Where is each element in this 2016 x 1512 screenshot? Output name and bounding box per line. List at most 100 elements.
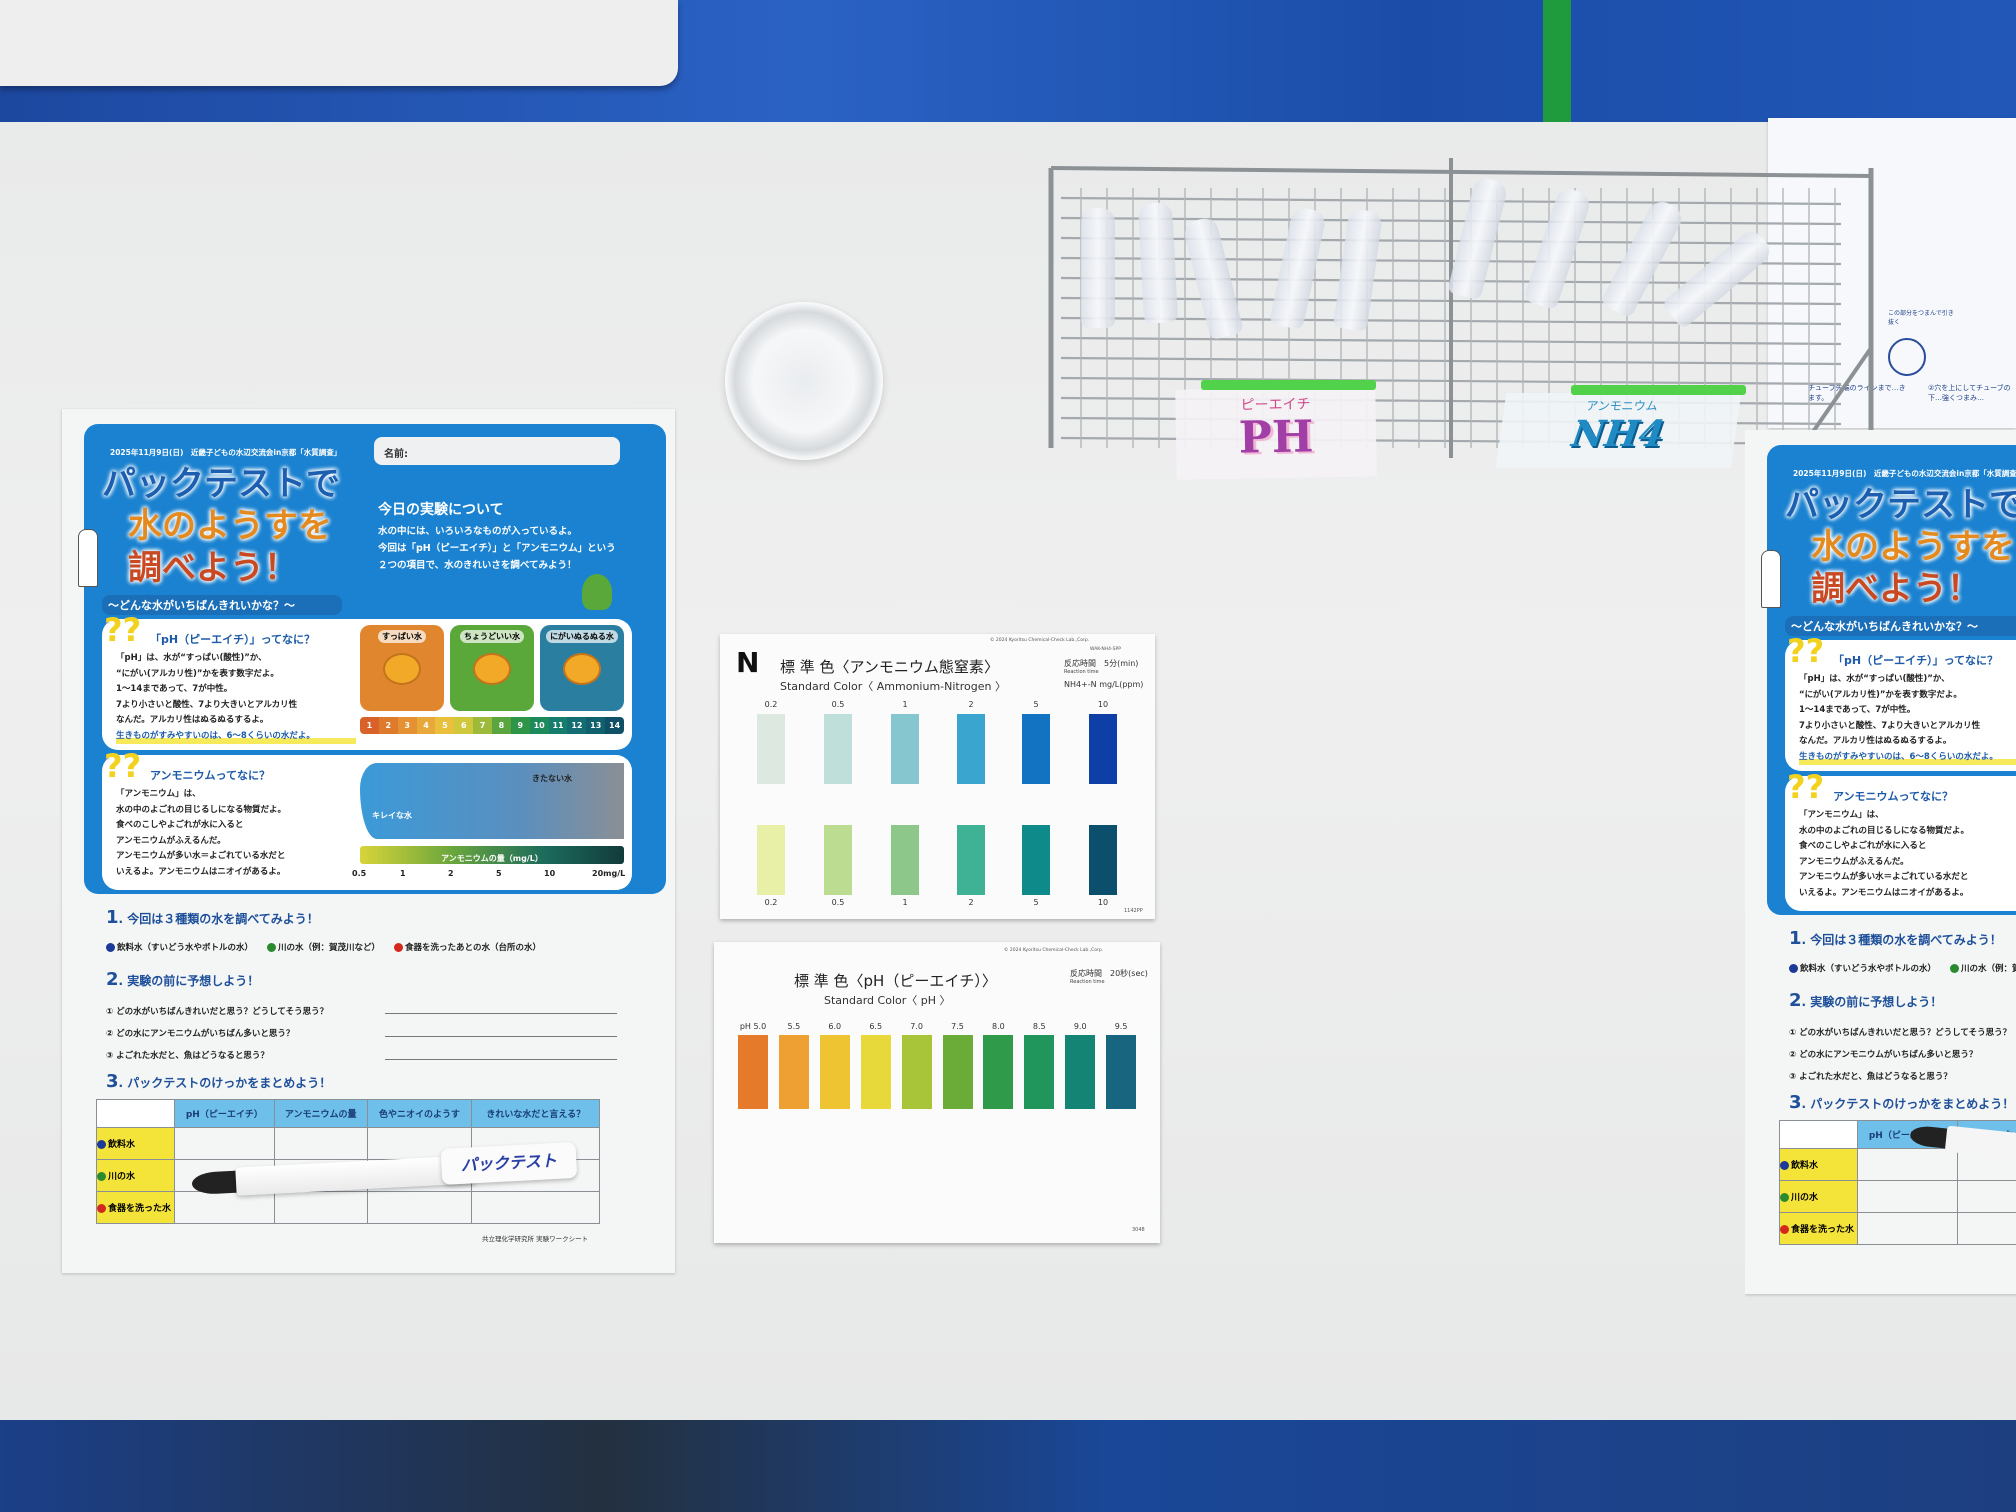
result-cell[interactable] — [273, 1127, 368, 1160]
row-label-text: 飲料水 — [1791, 1161, 1819, 1171]
ph-swatch-label: 7.0 — [910, 1022, 923, 1031]
section-number: 2 — [1789, 990, 1802, 1011]
answer-line[interactable] — [385, 1059, 617, 1060]
color-swatch-bottom — [957, 825, 985, 895]
color-swatch-top — [1022, 714, 1050, 784]
column-header: きれいな水だと言える？ — [471, 1099, 600, 1128]
color-dot-icon — [1780, 1161, 1789, 1170]
ammonium-bar-label: アンモニウムの量（mg/L） — [441, 854, 543, 863]
table-row: 食器を洗った水 — [96, 1191, 600, 1224]
ammonium-text-line: 水の中のよごれの目じるしになる物質だよ。 — [116, 804, 287, 815]
row-label-text: 川の水 — [108, 1172, 136, 1182]
result-cell[interactable] — [174, 1127, 275, 1160]
result-cell[interactable] — [174, 1191, 275, 1224]
ph-scale-step: 2 — [378, 717, 398, 734]
ph-scale-step: 3 — [397, 717, 417, 734]
section-3-heading: 3. パックテストのけっかをまとめよう！ — [1789, 1092, 2014, 1113]
water-gradient-diagram — [360, 763, 624, 839]
color-swatch-top — [1089, 714, 1117, 784]
result-cell[interactable] — [366, 1191, 473, 1224]
result-cell[interactable] — [1857, 1212, 1958, 1245]
name-label: 名前: — [384, 449, 408, 460]
ph-scale-step: 10 — [529, 717, 549, 734]
ph-explainer-box: ?? 「pH（ピーエイチ）」ってなに？ 「pH」は、水が“すっぱい(酸性)”か、… — [102, 611, 632, 750]
water-type-label: 川の水（例：賀茂川など） — [278, 943, 381, 953]
color-swatch-bottom — [824, 825, 852, 895]
answer-line[interactable] — [385, 1013, 617, 1014]
instruction-caption: ②穴を上にしてチューブの下…強くつまみ… — [1928, 384, 2011, 402]
prediction-questions: ① どの水がいちばんきれいだと思う？どうしてそう思う？ ② どの水にアンモニウム… — [106, 1001, 328, 1067]
water-types-list: 飲料水（すいどう水やボトルの水） 川の水（例：賀茂川など） 食器を洗ったあとの水（台… — [106, 941, 541, 953]
fish-card: にがいぬるぬる水 — [540, 625, 624, 711]
result-cell[interactable] — [471, 1191, 600, 1224]
ph-heading: 「pH（ピーエイチ）」ってなに？ — [150, 633, 316, 646]
card-title-jp: 標 準 色〈pH（ピーエイチ）〉 — [794, 972, 997, 990]
swatch-label-bottom: 10 — [1097, 898, 1109, 907]
white-container-lid — [0, 0, 678, 86]
today-heading: 今日の実験について — [378, 502, 504, 518]
result-cell[interactable] — [1857, 1148, 1958, 1181]
color-dot-icon — [97, 1140, 106, 1149]
result-cell[interactable] — [1956, 1212, 2016, 1245]
ammonium-tick-label: 0.5 — [352, 869, 367, 878]
ammonium-text-line: 「アンモニウム」は、 — [116, 789, 201, 799]
color-swatch-top — [824, 714, 852, 784]
question: ① どの水がいちばんきれいだと思う？どうしてそう思う？ — [106, 1007, 329, 1017]
ph-scale-step: 1 — [360, 717, 379, 734]
floor-background — [0, 1420, 2016, 1512]
instruction-caption: この部分をつまんで引き抜く — [1888, 310, 1954, 326]
row-label-text: 食器を洗った水 — [1791, 1225, 1855, 1235]
row-label: 飲料水 — [96, 1127, 175, 1160]
color-swatch-bottom — [1089, 825, 1117, 895]
title-line-1: パックテストで — [1785, 485, 2016, 525]
worksheet-copy: 2025年11月9日(日) 近畿子どもの水辺交流会in京都「水質調査」 名前: … — [1745, 430, 2016, 1294]
ph-scale-step: 9 — [510, 717, 530, 734]
fish-card-label: にがいぬるぬる水 — [546, 630, 618, 643]
pen-tip — [191, 1170, 241, 1195]
name-field[interactable]: 名前: — [374, 437, 620, 465]
ammonium-explainer-box: ?? アンモニウムってなに？ 「アンモニウム」は、 水の中のよごれの目じるしにな… — [102, 747, 632, 890]
section-title: . パックテストのけっかをまとめよう！ — [118, 1076, 332, 1090]
prediction-questions: ① どの水がいちばんきれいだと思う？どうしてそう思う？ ② どの水にアンモニウム… — [1789, 1022, 2011, 1088]
pen-brand: パックテスト — [460, 1150, 558, 1175]
fish-card-label: すっぱい水 — [378, 630, 426, 643]
swatch-label-bottom: 5 — [1033, 898, 1039, 907]
ammonium-text-line: いえるよ。アンモニウムはニオイがあるよ。 — [1799, 887, 1969, 898]
table-row: 食器を洗った水 — [1779, 1212, 2016, 1245]
fish-illustration — [563, 653, 601, 685]
ph-text-line: 7より小さいと酸性、7より大きいとアルカリ性 — [116, 699, 298, 710]
card-title-en: Standard Color〈 pH 〉 — [824, 994, 951, 1007]
question-mark-icon: ?? — [1787, 632, 1825, 670]
title-line-2: 水のようすを — [1811, 527, 2015, 567]
answer-line[interactable] — [385, 1036, 617, 1037]
water-type-label: 食器を洗ったあとの水（台所の水） — [405, 943, 541, 953]
dirty-water-label: きたない水 — [532, 774, 572, 783]
ph-green-clip — [1201, 380, 1376, 390]
green-strip — [1543, 0, 1571, 124]
swatch-label-top: 10 — [1097, 700, 1109, 709]
ammonium-text-line: いえるよ。アンモニウムはニオイがあるよ。 — [116, 866, 286, 877]
question-mark-icon: ?? — [104, 747, 142, 785]
result-cell[interactable] — [273, 1191, 368, 1224]
swatch-label-bottom: 2 — [968, 898, 974, 907]
product-code: WAK-NH4-SPP — [1090, 647, 1121, 652]
color-dot-icon — [1780, 1193, 1789, 1202]
ammonium-text: 「アンモニウム」は、 水の中のよごれの目じるしになる物質だよ。 食べのこしやよご… — [116, 787, 356, 880]
color-dot-icon — [97, 1204, 106, 1213]
row-label: 食器を洗った水 — [96, 1191, 175, 1224]
swatch-label-bottom: 0.2 — [764, 898, 778, 907]
ammonium-heading: アンモニウムってなに？ — [150, 769, 271, 782]
section-2-heading: 2. 実験の前に予想しよう！ — [1789, 990, 1942, 1011]
ammonium-text-line: 食べのこしやよごれが水に入ると — [116, 820, 244, 830]
scientist-illustration — [1761, 550, 1781, 608]
results-table: pH（ピーエイチ） アンモニウムの量 色やニオイのようす きれいな水だと言える？… — [1779, 1120, 2016, 1245]
ph-text-line: 1〜14まであって、7が中性。 — [116, 684, 233, 694]
nh4-label-ruby: アンモニウム — [1585, 399, 1659, 413]
ammonium-standard-color-card: N 標 準 色〈アンモニウム態窒素〉 Standard Color〈 Ammon… — [720, 634, 1155, 919]
color-swatch-bottom — [757, 825, 785, 895]
lot-number: 1142PP — [1124, 908, 1143, 914]
ph-text-line: “にがい(アルカリ性)”かを表す数字だよ。 — [116, 668, 279, 679]
fish-card-label: ちょうどいい水 — [460, 630, 524, 643]
result-cell[interactable] — [1956, 1180, 2016, 1213]
result-cell[interactable] — [1857, 1180, 1958, 1213]
